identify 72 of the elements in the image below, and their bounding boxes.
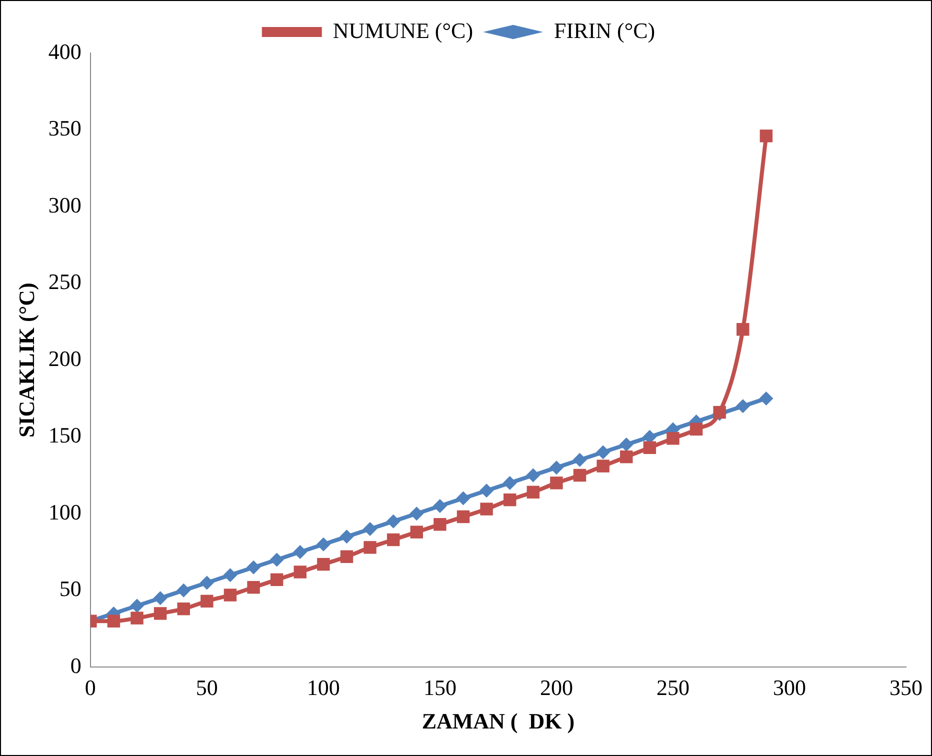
y-tick-label: 50 — [59, 576, 82, 602]
x-axis-title: ZAMAN ( DK ) — [422, 708, 575, 734]
point — [154, 607, 167, 620]
point — [434, 518, 446, 531]
x-tick-label: 250 — [656, 675, 690, 700]
point — [363, 522, 378, 536]
point — [759, 391, 774, 406]
x-tick-label: 100 — [306, 675, 340, 700]
point — [550, 476, 563, 490]
point — [386, 514, 400, 528]
point — [294, 566, 306, 578]
point — [200, 576, 214, 590]
point — [130, 612, 144, 624]
point — [107, 614, 120, 628]
point — [526, 468, 540, 482]
point — [573, 468, 586, 482]
x-tick-label: 200 — [540, 675, 573, 700]
y-tick-label: 100 — [48, 499, 82, 524]
point — [340, 530, 354, 544]
point — [666, 432, 680, 445]
point — [340, 550, 354, 564]
point — [596, 460, 610, 472]
point — [760, 130, 773, 142]
point — [503, 493, 516, 506]
y-tick-label: 350 — [48, 116, 82, 141]
point — [456, 510, 470, 524]
point — [293, 545, 308, 560]
y-axis-title: SICAKLIK (°C) — [14, 282, 39, 438]
point — [620, 450, 633, 464]
point — [456, 491, 470, 506]
point — [736, 399, 750, 414]
point — [410, 506, 424, 521]
y-tick-label: 250 — [48, 269, 82, 294]
point — [270, 552, 284, 567]
point — [247, 580, 260, 594]
point — [130, 598, 144, 613]
x-tick-label: 50 — [196, 675, 218, 700]
point — [526, 486, 540, 499]
point — [246, 560, 261, 574]
point — [270, 573, 284, 586]
point — [200, 594, 214, 608]
x-tick-label: 300 — [772, 675, 806, 700]
point — [316, 537, 330, 552]
point — [386, 533, 400, 546]
point — [317, 558, 330, 571]
y-tick-label: 150 — [48, 422, 82, 448]
y-tick-label: 200 — [48, 346, 82, 371]
point — [480, 484, 494, 498]
x-tick-label: 150 — [423, 675, 456, 700]
legend-label: FIRIN (°C) — [554, 18, 656, 43]
y-tick-label: 400 — [48, 38, 82, 64]
y-tick-label: 300 — [48, 192, 82, 218]
point — [619, 438, 634, 452]
point — [410, 526, 424, 538]
point — [480, 502, 493, 516]
point — [177, 602, 190, 616]
point — [643, 441, 656, 454]
x-tick-label: 350 — [890, 675, 922, 700]
point — [176, 583, 191, 598]
legend-label: NUMUNE (°C) — [332, 18, 474, 43]
point — [153, 591, 168, 606]
point — [224, 588, 237, 602]
point — [223, 568, 238, 582]
point — [432, 498, 447, 513]
point — [549, 460, 564, 475]
point — [502, 476, 517, 490]
point — [736, 323, 750, 336]
point — [572, 452, 587, 467]
point — [364, 541, 376, 554]
y-tick-label: 0 — [70, 652, 82, 678]
point — [690, 422, 703, 436]
point — [596, 445, 610, 460]
